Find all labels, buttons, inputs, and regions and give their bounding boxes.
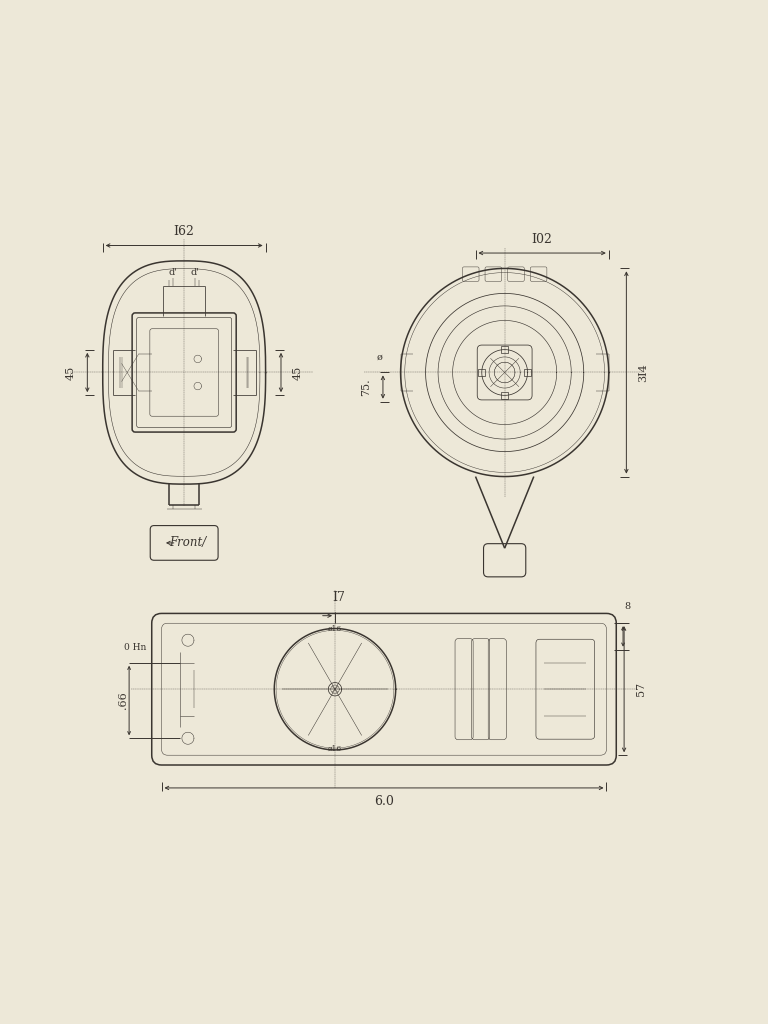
Text: Front/: Front/ — [169, 537, 207, 550]
Text: d': d' — [168, 267, 177, 276]
Text: ø16: ø16 — [328, 626, 342, 633]
Text: 6.0: 6.0 — [374, 795, 394, 808]
Text: I62: I62 — [174, 225, 194, 239]
Text: 45: 45 — [293, 366, 303, 380]
Bar — [478, 369, 485, 376]
Text: I7: I7 — [333, 592, 345, 604]
Text: I02: I02 — [531, 233, 552, 246]
Text: 8: 8 — [624, 602, 631, 611]
Text: .66: .66 — [118, 691, 128, 710]
Text: 0 Hn: 0 Hn — [124, 643, 147, 652]
Bar — [502, 392, 508, 398]
Bar — [502, 346, 508, 353]
Text: 57: 57 — [636, 682, 646, 696]
Text: d': d' — [191, 267, 200, 276]
Text: ø: ø — [376, 352, 382, 361]
Bar — [524, 369, 531, 376]
Text: 45: 45 — [66, 366, 76, 380]
Text: ø16: ø16 — [328, 745, 342, 754]
Text: 75.: 75. — [362, 378, 372, 396]
Text: 3I4: 3I4 — [638, 364, 648, 382]
